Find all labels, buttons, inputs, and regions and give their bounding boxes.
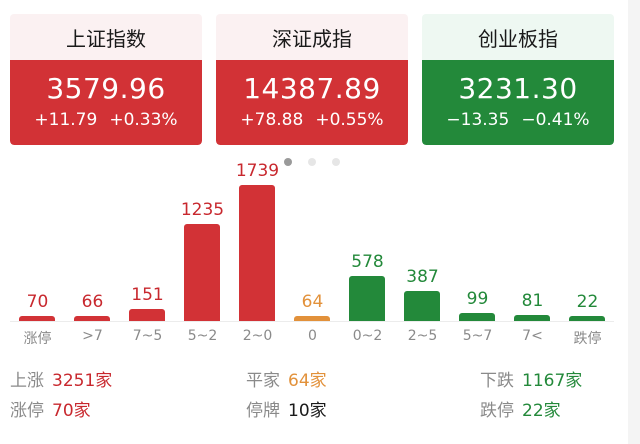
- chart-bar: [569, 316, 605, 321]
- summary-label: 下跌: [480, 371, 514, 391]
- index-quote: 3579.96 +11.79 +0.33%: [10, 60, 202, 145]
- bar-value-label: 66: [81, 292, 104, 312]
- category-label: >7: [82, 328, 103, 344]
- index-name: 深证成指: [216, 14, 408, 60]
- index-quote: 14387.89 +78.88 +0.55%: [216, 60, 408, 145]
- index-change-pct: −0.41%: [521, 109, 590, 130]
- index-change-pct: +0.55%: [315, 109, 384, 130]
- summary-limit-down: 跌停 22家: [480, 396, 561, 421]
- index-change-value: −13.35: [446, 109, 510, 130]
- chart-bar-group: 1235: [175, 170, 230, 321]
- chart-bar: [459, 313, 495, 321]
- chart-bar: [404, 291, 440, 321]
- chart-bar: [239, 185, 275, 321]
- chart-bar-group: 70: [10, 170, 65, 321]
- chart-bar: [349, 276, 385, 321]
- chart-bar-group: 81: [505, 170, 560, 321]
- bar-value-label: 99: [466, 289, 489, 309]
- summary-label: 跌停: [480, 401, 514, 421]
- index-name: 创业板指: [422, 14, 614, 60]
- index-change: +78.88 +0.55%: [240, 107, 383, 133]
- summary-flat: 平家 64家: [246, 366, 327, 391]
- carousel-pager: [280, 158, 360, 168]
- chart-bar: [19, 316, 55, 321]
- bar-value-label: 151: [131, 285, 164, 305]
- chart-bar-group: 387: [395, 170, 450, 321]
- bar-value-label: 70: [26, 292, 49, 312]
- chart-baseline: [10, 321, 614, 322]
- pager-dot[interactable]: [332, 158, 340, 166]
- market-summary: 上涨 3251家 涨停 70家 平家 64家 停牌 10家 下跌 1167家 跌…: [0, 366, 628, 426]
- summary-value: 70家: [52, 401, 91, 421]
- summary-value: 1167家: [522, 371, 583, 391]
- index-change: +11.79 +0.33%: [34, 107, 177, 133]
- summary-value: 22家: [522, 401, 561, 421]
- index-change: −13.35 −0.41%: [446, 107, 589, 133]
- index-name: 上证指数: [10, 14, 202, 60]
- index-card-shenzhen[interactable]: 深证成指 14387.89 +78.88 +0.55%: [216, 14, 408, 145]
- bar-value-label: 578: [351, 252, 384, 272]
- category-label: 5~2: [187, 328, 218, 344]
- chart-bar: [294, 316, 330, 321]
- category-label: 跌停: [573, 331, 602, 347]
- category-label: 2~0: [242, 328, 273, 344]
- bar-value-label: 387: [406, 267, 439, 287]
- chart-bar-group: 22: [560, 170, 615, 321]
- index-card-shanghai[interactable]: 上证指数 3579.96 +11.79 +0.33%: [10, 14, 202, 145]
- chart-bar-group: 66: [65, 170, 120, 321]
- summary-label: 停牌: [246, 401, 280, 421]
- bar-value-label: 22: [576, 292, 599, 312]
- category-label: 7~5: [132, 328, 163, 344]
- summary-limit-up: 涨停 70家: [10, 396, 91, 421]
- bar-value-label: 81: [521, 291, 544, 311]
- index-change-value: +11.79: [34, 109, 98, 130]
- index-price: 3579.96: [46, 71, 166, 105]
- index-price: 14387.89: [243, 71, 381, 105]
- bar-value-label: 1739: [235, 161, 280, 181]
- category-label: 5~7: [462, 328, 493, 344]
- rise-fall-distribution-chart: 70 涨停 66 >7 151 7~5 1235 5~2 1739 2~0 64 0 578 0~2 387…: [0, 161, 628, 355]
- index-card-chinext[interactable]: 创业板指 3231.30 −13.35 −0.41%: [422, 14, 614, 145]
- scroll-edge: [628, 0, 640, 444]
- index-change-value: +78.88: [240, 109, 304, 130]
- summary-value: 64家: [288, 371, 327, 391]
- summary-label: 涨停: [10, 401, 44, 421]
- index-change-pct: +0.33%: [109, 109, 178, 130]
- chart-bar-group: 99: [450, 170, 505, 321]
- bar-value-label: 64: [301, 292, 324, 312]
- category-label: 涨停: [23, 331, 52, 347]
- chart-bar-group: 578: [340, 170, 395, 321]
- chart-bar-group: 64: [285, 170, 340, 321]
- chart-bar: [514, 315, 550, 321]
- pager-dot[interactable]: [308, 158, 316, 166]
- category-label: 0: [308, 328, 317, 344]
- summary-label: 平家: [246, 371, 280, 391]
- chart-bar-group: 151: [120, 170, 175, 321]
- chart-bar: [74, 316, 110, 321]
- chart-bar: [184, 224, 220, 321]
- index-price: 3231.30: [458, 71, 578, 105]
- summary-rise: 上涨 3251家: [10, 366, 112, 391]
- summary-label: 上涨: [10, 371, 44, 391]
- category-label: 2~5: [407, 328, 438, 344]
- index-quote: 3231.30 −13.35 −0.41%: [422, 60, 614, 145]
- pager-dot-active[interactable]: [284, 158, 292, 166]
- category-label: 0~2: [352, 328, 383, 344]
- summary-fall: 下跌 1167家: [480, 366, 582, 391]
- bar-value-label: 1235: [180, 200, 225, 220]
- chart-bar-group: 1739: [230, 161, 285, 321]
- summary-suspended: 停牌 10家: [246, 396, 327, 421]
- summary-value: 10家: [288, 401, 327, 421]
- category-label: 7<: [522, 328, 543, 344]
- summary-value: 3251家: [52, 371, 113, 391]
- chart-bar: [129, 309, 165, 321]
